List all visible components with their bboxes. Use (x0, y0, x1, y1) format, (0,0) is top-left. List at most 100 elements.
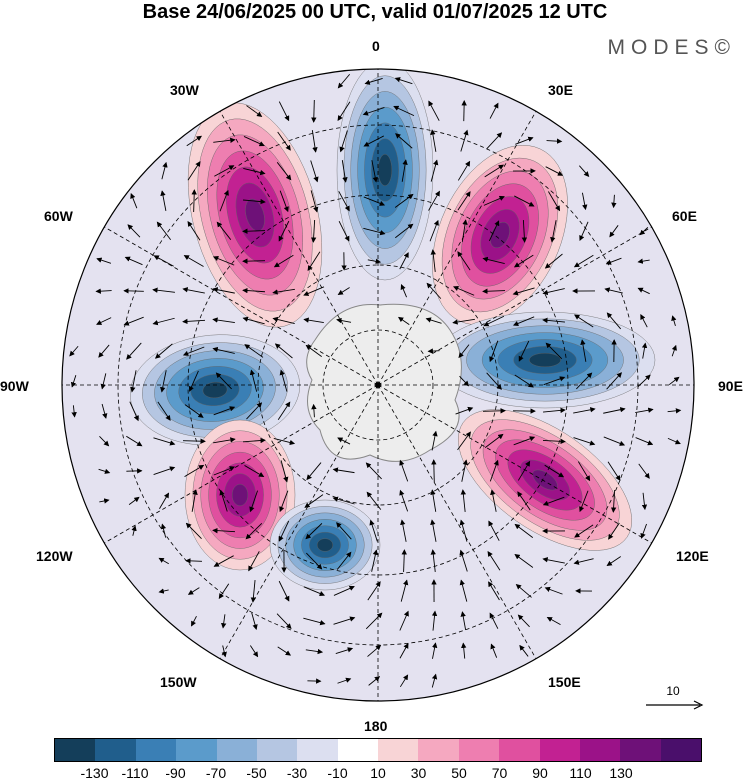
wind-arrow (581, 192, 588, 211)
wind-arrow (182, 438, 206, 444)
wind-arrow (518, 340, 530, 362)
colorbar-segment (539, 739, 580, 761)
wind-arrow (272, 316, 295, 325)
wind-arrow (310, 190, 319, 213)
wind-arrow (515, 136, 534, 145)
wind-arrow (482, 408, 506, 414)
colorbar-tick-label: 110 (569, 765, 592, 781)
wind-arrow (130, 370, 137, 393)
wind-arrow (152, 317, 175, 326)
wind-arrow (488, 220, 500, 242)
south-pole-marker (375, 382, 381, 388)
reference-vector: 10 (644, 684, 706, 717)
wind-arrow (519, 644, 529, 657)
wind-arrow (212, 346, 235, 354)
wind-arrow (185, 558, 202, 564)
colorbar-segment (378, 739, 419, 761)
wind-arrow (399, 642, 409, 659)
wind-arrow (242, 258, 266, 264)
wind-arrow (513, 436, 536, 446)
wind-arrow (212, 317, 235, 324)
wind-arrow (242, 287, 266, 294)
colorbar-tick-label: -50 (246, 765, 267, 781)
wind-arrow (399, 674, 409, 688)
wind-arrow (460, 611, 467, 631)
wind-arrow (544, 586, 563, 595)
colorbar-segment (95, 739, 136, 761)
wind-arrow (483, 315, 505, 327)
colorbar-segment (579, 739, 621, 761)
anomaly-positive-130w (184, 419, 296, 571)
wind-arrow (638, 463, 650, 479)
lon-label-150w: 150W (160, 674, 197, 690)
lon-label-0: 0 (372, 38, 380, 54)
wind-arrow (667, 437, 681, 445)
wind-arrow (400, 519, 407, 542)
wind-arrow (367, 644, 382, 657)
wind-arrow (242, 316, 265, 325)
lat-lon-grid (62, 69, 694, 701)
lon-label-90w: 90W (0, 378, 29, 394)
wind-arrow (363, 135, 384, 147)
wind-arrow (277, 646, 292, 656)
wind-arrow (191, 189, 197, 213)
wind-arrow (459, 579, 468, 602)
wind-arrow (303, 317, 324, 324)
wind-arrow (606, 556, 621, 566)
wind-arrow (512, 287, 535, 296)
wind-arrow (215, 372, 232, 390)
wind-arrow (635, 437, 654, 446)
wind-arrow (607, 461, 621, 481)
modes-logo: MODES© (607, 36, 736, 59)
wind-arrow (394, 77, 413, 85)
wind-arrow (460, 129, 469, 152)
wind-arrow (184, 404, 204, 418)
wind-arrow (277, 131, 291, 151)
anomaly-negative-0 (336, 69, 434, 281)
wind-arrow (212, 287, 235, 294)
wind-arrow (99, 435, 110, 447)
colorbar-segment (216, 739, 257, 761)
wind-arrow (365, 612, 383, 630)
wind-arrow (401, 159, 408, 182)
wind-arrow (159, 492, 169, 509)
wind-arrow (276, 613, 292, 629)
meridian-line (219, 111, 379, 386)
wind-arrow (335, 647, 354, 654)
wind-arrow (517, 460, 531, 481)
colorbar-tick-label: -10 (327, 765, 348, 781)
wind-arrow (249, 490, 258, 513)
wind-arrow (69, 345, 79, 357)
wind-arrow (364, 77, 383, 85)
wind-arrow (455, 406, 474, 415)
wind-arrow (430, 549, 436, 572)
wind-arrow (668, 376, 680, 386)
wind-arrow (432, 642, 438, 659)
wind-arrow (305, 523, 323, 540)
wind-arrow (246, 105, 263, 117)
wind-arrow (395, 223, 414, 239)
wind-arrow (214, 165, 235, 177)
wind-arrow (244, 344, 264, 358)
wind-arrow (123, 316, 144, 326)
anomaly-contour (202, 381, 228, 399)
anomaly-positive-40e (432, 145, 568, 325)
meridian-line (377, 384, 652, 544)
wind-arrow (273, 438, 296, 446)
wind-arrow (671, 315, 677, 327)
wind-arrow (543, 376, 566, 386)
wind-arrow (489, 102, 499, 119)
meridian-line (377, 111, 537, 386)
wind-arrow (131, 525, 137, 536)
wind-arrow (311, 99, 317, 123)
wind-arrow (369, 519, 378, 542)
wind-arrow (399, 610, 409, 631)
wind-arrow (457, 191, 471, 211)
wind-arrow (610, 489, 617, 513)
colorbar-tick-label: 10 (370, 765, 386, 781)
wind-arrow (366, 491, 382, 510)
wind-arrow (337, 73, 351, 89)
wind-arrow (213, 466, 236, 476)
colorbar-labels: -130 -110 -90 -70 -50 -30 -10 10 30 50 70 90 110 130 (54, 765, 702, 783)
wind-arrow (488, 581, 500, 601)
